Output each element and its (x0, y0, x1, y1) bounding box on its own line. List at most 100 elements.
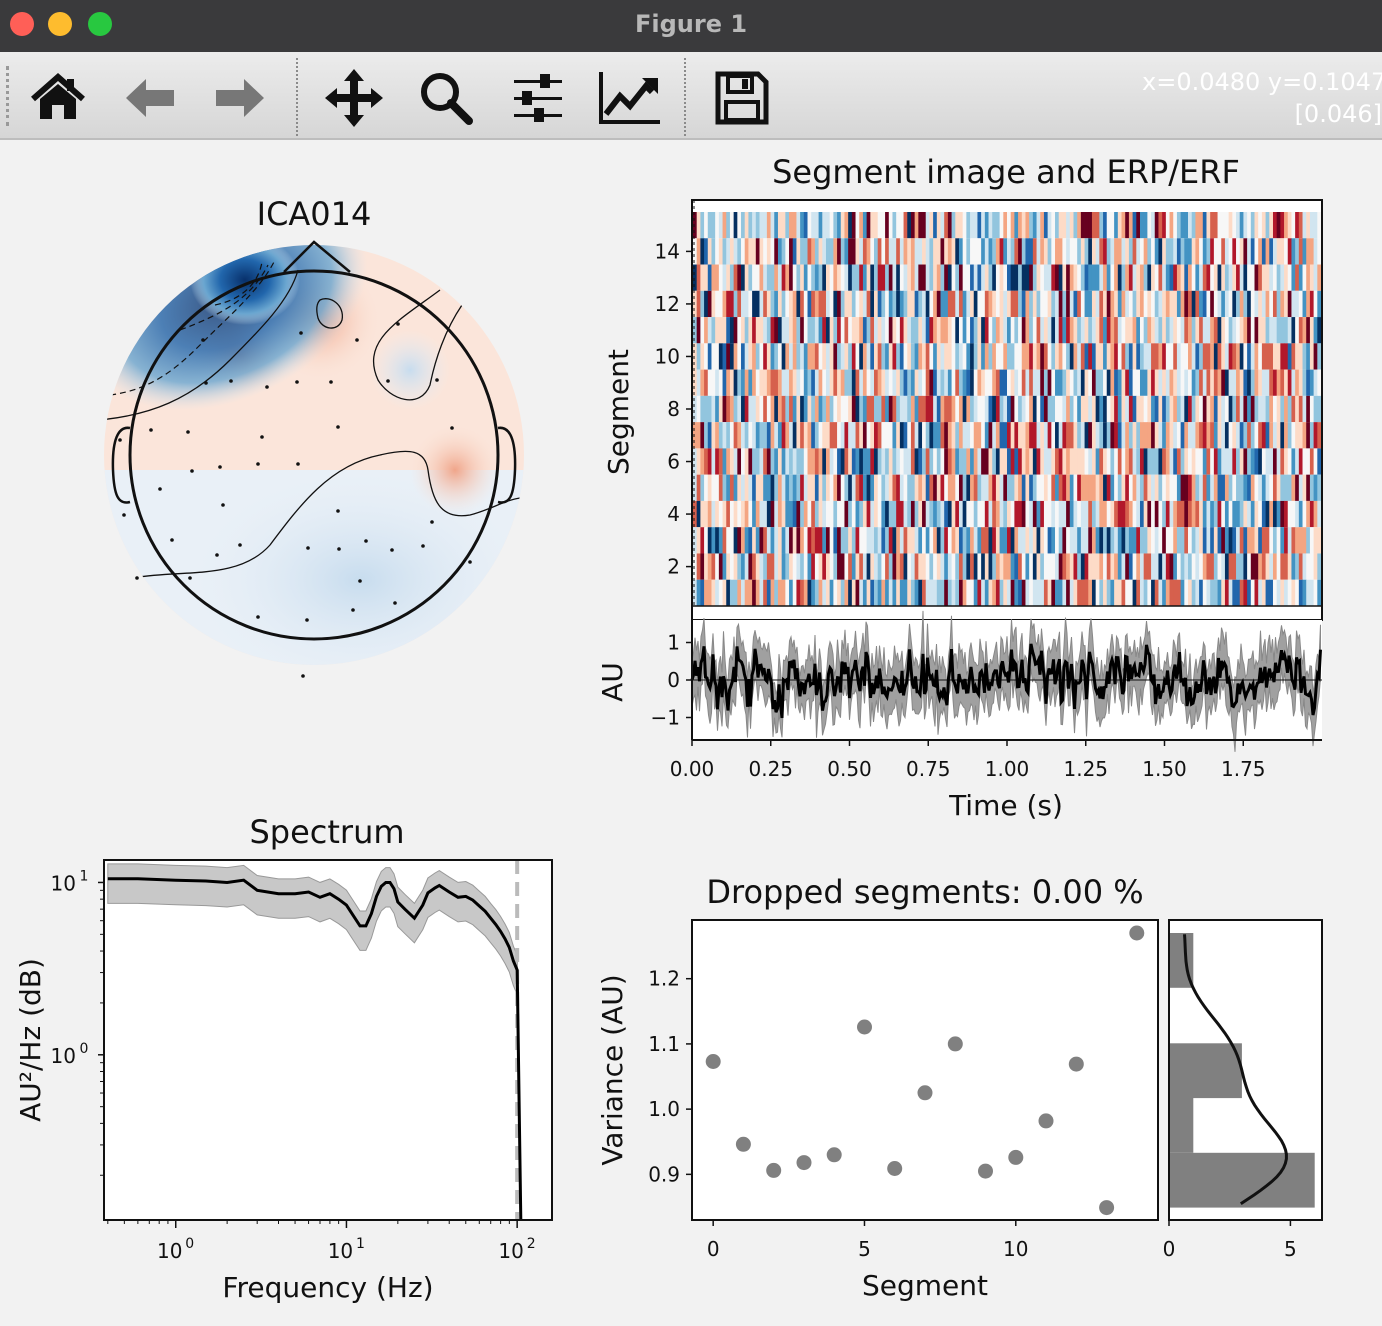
image-cell (1254, 448, 1259, 475)
image-cell (966, 369, 971, 396)
zoom-button[interactable] (414, 66, 478, 130)
density-curve (1183, 934, 1288, 1205)
image-cell (881, 343, 886, 370)
image-cell (800, 422, 805, 449)
image-cell (870, 422, 875, 449)
sensor-marker (351, 608, 355, 612)
image-cell (781, 448, 786, 475)
image-cell (1272, 238, 1278, 265)
image-cell (837, 238, 842, 265)
image-cell (800, 553, 805, 580)
image-cell (803, 527, 808, 554)
image-cell (922, 422, 927, 449)
image-cell (1250, 264, 1255, 291)
image-cell (1066, 212, 1071, 239)
image-cell (1077, 395, 1082, 423)
image-cell (1125, 448, 1130, 475)
image-cell (792, 317, 797, 344)
image-cell (885, 317, 890, 344)
image-cell (759, 448, 764, 475)
image-cell (1103, 474, 1108, 501)
image-cell (837, 343, 842, 370)
image-cell (833, 474, 838, 501)
image-cell (1313, 527, 1318, 554)
image-cell (877, 448, 882, 475)
image-cell (958, 422, 964, 449)
image-cell (1125, 212, 1130, 239)
image-cell (1306, 343, 1311, 370)
image-cell (840, 553, 845, 580)
image-cell (766, 264, 771, 291)
image-cell (866, 553, 871, 580)
sensor-marker (337, 547, 341, 551)
image-cell (748, 290, 753, 318)
variance-point (796, 1155, 812, 1171)
image-cell (1058, 212, 1063, 239)
image-cell (1280, 212, 1285, 239)
image-cell (1040, 422, 1045, 449)
image-cell (1106, 553, 1111, 580)
image-cell (951, 527, 956, 554)
image-cell (851, 264, 856, 291)
image-cell (755, 500, 760, 528)
image-cell (940, 553, 945, 580)
image-cell (933, 264, 938, 291)
pan-button[interactable] (322, 66, 386, 130)
zoom-window-button[interactable] (88, 12, 112, 36)
image-cell (1309, 264, 1315, 291)
image-cell (1280, 290, 1285, 318)
home-button[interactable] (26, 66, 90, 130)
image-cell (1295, 422, 1300, 449)
image-cell (1051, 238, 1056, 265)
image-cell (1247, 422, 1252, 449)
image-cell (970, 448, 975, 475)
image-cell (803, 343, 808, 370)
image-cell (1151, 422, 1156, 449)
image-cell (1151, 343, 1156, 370)
image-cell (1165, 343, 1170, 370)
image-cell (1066, 238, 1071, 265)
configure-subplots-button[interactable] (506, 66, 570, 130)
image-cell (933, 422, 938, 449)
image-cell (951, 579, 956, 606)
image-cell (1232, 422, 1237, 449)
forward-button[interactable] (208, 66, 272, 130)
image-cell (944, 212, 949, 239)
image-cell (707, 500, 712, 528)
image-cell (973, 448, 978, 475)
minimize-window-button[interactable] (48, 12, 72, 36)
image-cell (1176, 343, 1182, 370)
close-window-button[interactable] (10, 12, 34, 36)
back-button[interactable] (118, 66, 182, 130)
image-cell (933, 474, 938, 501)
image-cell (741, 579, 746, 606)
edit-axis-button[interactable] (598, 66, 662, 130)
image-cell (1265, 579, 1270, 606)
image-cell (1221, 290, 1226, 318)
image-cell (840, 474, 845, 501)
image-cell (704, 500, 709, 528)
image-cell (1091, 474, 1097, 501)
image-cell (922, 290, 927, 318)
image-cell (1276, 395, 1281, 423)
image-cell (1213, 553, 1218, 580)
image-cell (800, 317, 805, 344)
image-cell (951, 290, 956, 318)
image-cell (1007, 579, 1012, 606)
image-cell (984, 395, 989, 423)
image-cell (866, 343, 871, 370)
figure-canvas[interactable]: ICA014 Segment image and ERP/ERF (0, 140, 1382, 1326)
image-cell (1091, 579, 1097, 606)
image-cell (1306, 553, 1311, 580)
image-cell (755, 474, 760, 501)
save-button[interactable] (710, 66, 774, 130)
image-cell (711, 579, 716, 606)
image-cell (1047, 343, 1052, 370)
image-cell (1143, 212, 1148, 239)
image-cell (892, 264, 897, 291)
image-cell (781, 317, 786, 344)
image-cell (1302, 422, 1307, 449)
image-cell (1206, 500, 1211, 528)
image-cell (1114, 579, 1119, 606)
image-cell (1128, 553, 1133, 580)
